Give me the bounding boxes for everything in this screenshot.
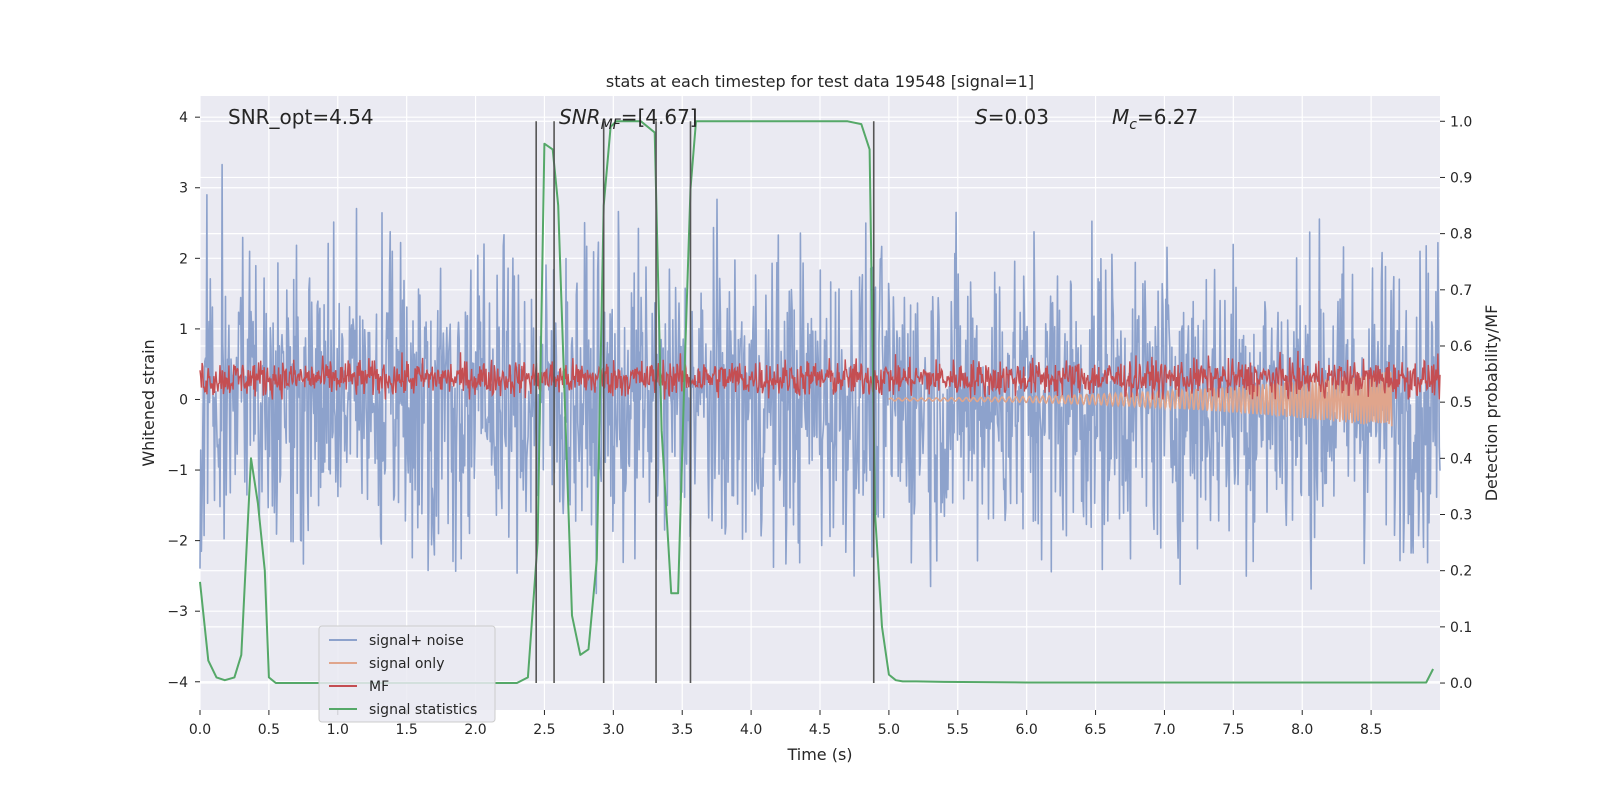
s-main: S xyxy=(975,105,988,129)
y2-tick-label: 0.7 xyxy=(1450,283,1472,299)
y2-tick-label: 0.9 xyxy=(1450,170,1472,186)
x-ticks: 0.0 0.5 1.0 1.5 2.0 2.5 3.0 3.5 4.0 4.5 5.0 5.5 6.0 6… xyxy=(189,710,1382,738)
x-tick-label: 1.0 xyxy=(327,722,349,738)
snr-mf-sub: MF xyxy=(601,117,622,133)
x-tick-label: 8.0 xyxy=(1291,722,1313,738)
x-tick-label: 4.0 xyxy=(740,722,762,738)
mc-annotation: Mc=6.27 xyxy=(1112,105,1198,133)
x-tick-label: 8.5 xyxy=(1360,722,1382,738)
legend: signal+ noise signal only MF signal stat… xyxy=(318,625,496,723)
y2-tick-label: 0.2 xyxy=(1450,564,1472,580)
mc-sub: c xyxy=(1129,117,1137,133)
y-tick-label: −3 xyxy=(167,604,188,620)
series-layer xyxy=(199,120,1441,684)
snr-mf-main: SNR xyxy=(559,105,601,129)
x-axis-label: Time (s) xyxy=(786,745,852,764)
y-tick-label: −1 xyxy=(167,463,188,479)
y-ticks: 4 3 2 1 0 −1 −2 −3 −4 xyxy=(167,110,200,691)
series-signal-statistics xyxy=(199,120,1434,684)
s-value: =0.03 xyxy=(988,105,1049,129)
y-tick-label: 2 xyxy=(179,251,188,267)
series-signal-noise xyxy=(199,163,1441,595)
y-tick-label: 3 xyxy=(179,181,188,197)
legend-label-noise: signal+ noise xyxy=(369,633,464,649)
y-tick-label: 0 xyxy=(179,392,188,408)
x-tick-label: 3.5 xyxy=(671,722,693,738)
y2-tick-label: 0.5 xyxy=(1450,395,1472,411)
y-axis-label: Whitened strain xyxy=(139,339,158,466)
legend-label-signal-only: signal only xyxy=(369,656,444,672)
series-signal-only xyxy=(888,371,1393,427)
x-tick-label: 1.5 xyxy=(396,722,418,738)
y2-tick-label: 0.4 xyxy=(1450,451,1472,467)
y2-tick-label: 1.0 xyxy=(1450,114,1472,130)
x-tick-label: 6.0 xyxy=(1016,722,1038,738)
x-tick-label: 5.0 xyxy=(878,722,900,738)
x-tick-label: 0.5 xyxy=(258,722,280,738)
x-tick-label: 4.5 xyxy=(809,722,831,738)
y2-tick-label: 0.1 xyxy=(1450,620,1472,636)
y-tick-label: 1 xyxy=(179,322,188,338)
mc-main: M xyxy=(1112,105,1129,129)
snr-opt-annotation: SNR_opt=4.54 xyxy=(228,105,374,129)
s-annotation: S=0.03 xyxy=(975,105,1049,129)
y2-tick-label: 0.6 xyxy=(1450,339,1472,355)
legend-label-signal-statistics: signal statistics xyxy=(369,702,477,718)
x-tick-label: 2.0 xyxy=(464,722,486,738)
x-tick-label: 0.0 xyxy=(189,722,211,738)
x-tick-label: 7.0 xyxy=(1153,722,1175,738)
y2-tick-label: 0.0 xyxy=(1450,676,1472,692)
y2-ticks: 1.0 0.9 0.8 0.7 0.6 0.5 0.4 0.3 0.2 0.1 0.0 xyxy=(1440,114,1472,692)
snr-mf-annotation: SNRMF=[4.67] xyxy=(559,105,698,133)
y-tick-label: 4 xyxy=(179,110,188,126)
chart-title: stats at each timestep for test data 195… xyxy=(606,72,1034,91)
series-mf xyxy=(199,350,1441,400)
vertical-lines xyxy=(535,121,875,684)
x-tick-label: 6.5 xyxy=(1084,722,1106,738)
legend-label-mf: MF xyxy=(369,679,389,695)
y2-tick-label: 0.3 xyxy=(1450,508,1472,524)
legend-frame xyxy=(318,625,496,723)
snr-mf-value: =[4.67] xyxy=(621,105,698,129)
y-tick-label: −2 xyxy=(167,534,188,550)
x-tick-label: 3.0 xyxy=(602,722,624,738)
x-tick-label: 2.5 xyxy=(533,722,555,738)
y-tick-label: −4 xyxy=(167,675,188,691)
y2-axis-label: Detection probability/MF xyxy=(1482,305,1501,502)
x-tick-label: 5.5 xyxy=(947,722,969,738)
mc-value: =6.27 xyxy=(1137,105,1198,129)
x-tick-label: 7.5 xyxy=(1222,722,1244,738)
y2-tick-label: 0.8 xyxy=(1450,227,1472,243)
